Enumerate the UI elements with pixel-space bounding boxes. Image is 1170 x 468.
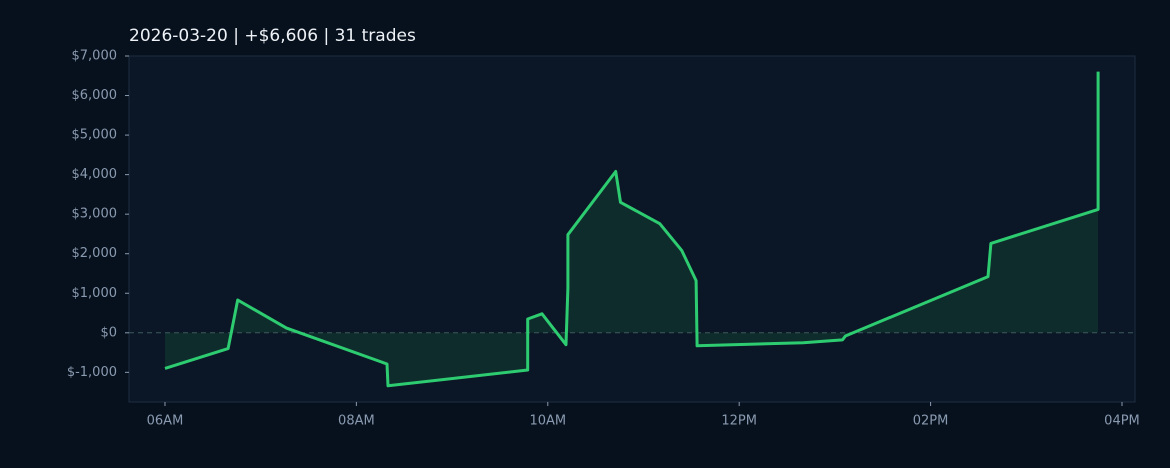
chart-title: 2026-03-20 | +$6,606 | 31 trades [129, 26, 416, 46]
y-tick-label: $-1,000 [67, 365, 117, 380]
x-tick-label: 10AM [529, 414, 566, 429]
x-tick-label: 06AM [147, 414, 184, 429]
x-tick-label: 02PM [913, 414, 949, 429]
y-tick-label: $2,000 [72, 246, 118, 261]
y-tick-label: $4,000 [72, 167, 118, 182]
y-tick-label: $1,000 [72, 286, 118, 301]
line [164, 71, 1100, 388]
y-tick-label: $0 [100, 325, 117, 340]
y-tick-label: $3,000 [72, 207, 118, 222]
area [165, 71, 1099, 386]
y-tick-label: $5,000 [72, 128, 118, 143]
y-tick-label: $7,000 [72, 49, 118, 64]
y-tick-label: $6,000 [72, 88, 118, 103]
x-tick-label: 12PM [721, 414, 757, 429]
x-tick-label: 08AM [338, 414, 375, 429]
x-tick-label: 04PM [1104, 414, 1140, 429]
